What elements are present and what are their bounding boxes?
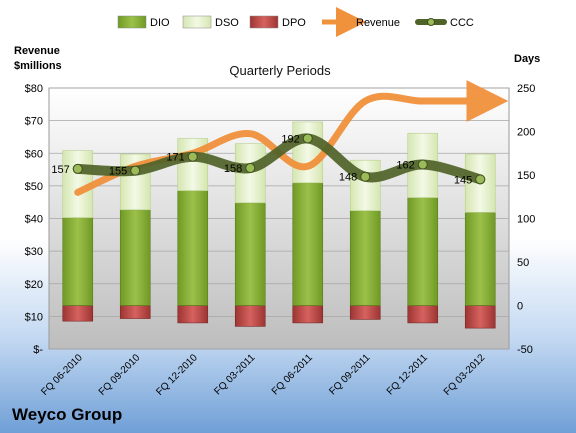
dpo-bar bbox=[234, 305, 266, 327]
right-tick-label: 250 bbox=[517, 83, 535, 95]
legend-label: Revenue bbox=[356, 17, 400, 29]
legend-label: DPO bbox=[282, 17, 306, 29]
x-tick-label: FQ 06-2011 bbox=[270, 352, 315, 397]
legend-marker bbox=[427, 18, 435, 26]
x-tick-label: FQ 12-2010 bbox=[154, 352, 200, 398]
dio-bar bbox=[464, 212, 496, 306]
x-tick-label: FQ 06-2010 bbox=[39, 352, 85, 398]
dio-bar bbox=[349, 210, 381, 306]
legend-label: CCC bbox=[450, 17, 474, 29]
left-axis-label-line2: $millions bbox=[14, 60, 62, 72]
x-tick-label: FQ 03-2011 bbox=[212, 352, 257, 397]
dpo-bar bbox=[407, 305, 439, 324]
legend: DIO DSO DPO Revenue CCC bbox=[117, 7, 474, 37]
ccc-point bbox=[245, 163, 256, 174]
dpo-bar bbox=[62, 305, 94, 322]
ccc-data-label: 148 bbox=[339, 172, 357, 184]
ccc-data-label: 171 bbox=[166, 152, 184, 164]
chart-title: Quarterly Periods bbox=[229, 63, 331, 78]
right-tick-label: -50 bbox=[517, 344, 533, 356]
right-tick-label: 200 bbox=[517, 127, 535, 139]
right-tick-label: 50 bbox=[517, 257, 529, 269]
right-axis-label: Days bbox=[514, 53, 540, 65]
right-tick-label: 150 bbox=[517, 170, 535, 182]
x-tick-label: FQ 03-2012 bbox=[442, 352, 488, 398]
ccc-data-label: 158 bbox=[224, 163, 242, 175]
right-axis: -50 0 50 100 150 200 250 bbox=[517, 83, 535, 356]
left-tick-label: $50 bbox=[25, 181, 43, 193]
legend-swatch bbox=[117, 15, 147, 29]
ccc-point bbox=[187, 151, 198, 162]
ccc-point bbox=[72, 163, 83, 174]
left-tick-label: $10 bbox=[25, 311, 43, 323]
left-tick-label: $30 bbox=[25, 246, 43, 258]
dio-bar bbox=[119, 209, 151, 306]
dio-bar bbox=[177, 190, 209, 306]
left-tick-label: $80 bbox=[25, 83, 43, 95]
left-tick-label: $60 bbox=[25, 148, 43, 160]
right-tick-label: 0 bbox=[517, 301, 523, 313]
x-tick-label: FQ 09-2010 bbox=[97, 352, 143, 398]
left-tick-label: $20 bbox=[25, 279, 43, 291]
left-tick-label: $40 bbox=[25, 214, 43, 226]
ccc-point bbox=[302, 133, 313, 144]
ccc-data-label: 155 bbox=[109, 166, 127, 178]
dso-bar bbox=[234, 143, 266, 204]
ccc-point bbox=[130, 165, 141, 176]
dio-bar bbox=[292, 182, 324, 306]
legend-label: DIO bbox=[150, 17, 170, 29]
ccc-data-label: 145 bbox=[454, 174, 472, 186]
dio-bar bbox=[62, 217, 94, 306]
company-name: Weyco Group bbox=[12, 405, 123, 424]
x-tick-label: FQ 12-2011 bbox=[385, 352, 430, 397]
legend-swatch bbox=[182, 15, 212, 29]
dio-bar bbox=[407, 197, 439, 306]
dpo-bar bbox=[292, 305, 324, 324]
ccc-point bbox=[360, 171, 371, 182]
dso-bar bbox=[292, 121, 324, 184]
left-tick-label: $70 bbox=[25, 116, 43, 128]
dpo-bar bbox=[464, 305, 496, 329]
ccc-point bbox=[417, 159, 428, 170]
ccc-data-label: 157 bbox=[51, 164, 69, 176]
dpo-bar bbox=[119, 305, 151, 319]
bars bbox=[62, 121, 496, 329]
right-tick-label: 100 bbox=[517, 214, 535, 226]
left-axis-label-line1: Revenue bbox=[14, 45, 60, 57]
left-axis: $- $10 $20 $30 $40 $50 $60 $70 $80 bbox=[25, 83, 44, 356]
legend-label: DSO bbox=[215, 17, 239, 29]
dpo-bar bbox=[349, 305, 381, 320]
legend-swatch bbox=[249, 15, 279, 29]
revenue-line bbox=[74, 80, 509, 196]
x-axis: FQ 06-2010 FQ 09-2010 FQ 12-2010 FQ 03-2011… bbox=[39, 352, 487, 398]
ccc-data-label: 162 bbox=[396, 160, 414, 172]
dio-bar bbox=[234, 202, 266, 306]
x-tick-label: FQ 09-2011 bbox=[327, 352, 372, 397]
lines: 157 155 171 158 192 148 162 145 bbox=[51, 80, 509, 196]
ccc-line bbox=[72, 133, 486, 185]
ccc-point bbox=[475, 174, 486, 185]
ccc-data-label: 192 bbox=[281, 133, 299, 145]
dpo-bar bbox=[177, 305, 209, 324]
left-tick-label: $- bbox=[33, 344, 43, 356]
